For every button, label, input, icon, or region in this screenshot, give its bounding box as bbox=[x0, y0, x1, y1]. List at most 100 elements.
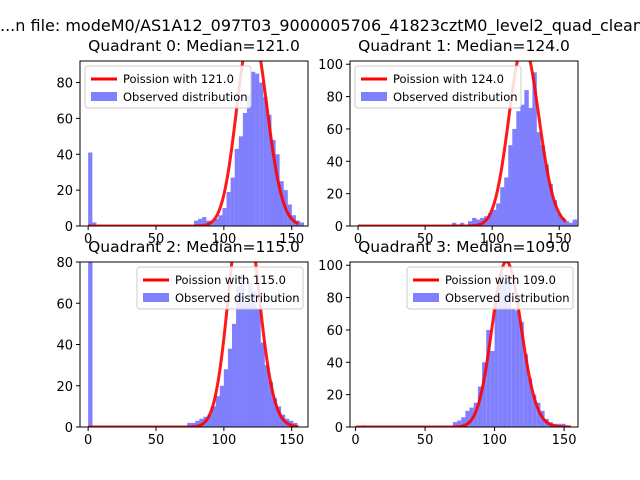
histogram-bar bbox=[199, 418, 204, 427]
histogram-bar bbox=[198, 218, 203, 226]
y-tick-label: 60 bbox=[326, 324, 343, 339]
histogram-bar bbox=[502, 281, 508, 427]
histogram-bar bbox=[211, 406, 216, 427]
y-tick-label: 40 bbox=[56, 148, 73, 163]
subplot-quadrant-1: 0 50 100 150 0 20 40 60 80 100 Quadrant 1: Median=… bbox=[318, 37, 579, 247]
histogram-bar bbox=[452, 422, 458, 427]
histogram-bar bbox=[477, 386, 483, 427]
legend-label-poisson: Poission with 109.0 bbox=[445, 273, 556, 287]
histogram-bar bbox=[568, 222, 574, 226]
histogram-bar bbox=[465, 410, 470, 427]
legend-patch-swatch bbox=[91, 92, 117, 101]
histogram-bar bbox=[532, 394, 537, 427]
legend-label-poisson: Poission with 115.0 bbox=[175, 273, 286, 287]
legend: Poission with 109.0 Observed distribution bbox=[406, 266, 574, 310]
y-tick-label: 40 bbox=[326, 155, 343, 170]
legend-box bbox=[354, 65, 522, 109]
x-tick-label: 0 bbox=[351, 433, 359, 448]
histogram-bar bbox=[92, 222, 97, 226]
histogram-bar bbox=[259, 82, 264, 226]
axes-frame bbox=[349, 60, 579, 227]
histogram-bar bbox=[236, 286, 241, 427]
y-tick-label: 80 bbox=[326, 292, 343, 307]
histogram-bar bbox=[264, 365, 269, 427]
x-tick-label: 150 bbox=[552, 433, 577, 448]
histogram-bar bbox=[202, 217, 207, 226]
legend-label-poisson: Poission with 124.0 bbox=[393, 72, 504, 86]
x-tick-label: 100 bbox=[211, 433, 236, 448]
histogram-bar bbox=[512, 128, 517, 226]
legend-label-observed: Observed distribution bbox=[123, 90, 248, 104]
histogram-bar bbox=[532, 72, 537, 226]
histogram-bar bbox=[451, 222, 457, 226]
x-tick-label: 0 bbox=[354, 232, 362, 247]
x-tick-label: 150 bbox=[547, 232, 572, 247]
histogram-bar bbox=[560, 217, 565, 226]
histogram-bar bbox=[572, 219, 578, 226]
histogram-bar bbox=[524, 90, 529, 226]
poisson-curve bbox=[355, 262, 572, 427]
histogram-bar bbox=[255, 73, 260, 226]
histogram-bar bbox=[191, 422, 196, 427]
legend-patch-swatch bbox=[143, 293, 169, 302]
legend: Poission with 121.0 Observed distribution bbox=[84, 65, 252, 109]
histogram-bar bbox=[187, 422, 192, 427]
histogram-bar bbox=[548, 183, 553, 226]
histogram-bar bbox=[223, 369, 229, 427]
legend-label-observed: Observed distribution bbox=[175, 291, 300, 305]
histogram-bar bbox=[486, 329, 491, 427]
histogram-bar bbox=[268, 381, 273, 427]
histogram-bars bbox=[451, 72, 578, 226]
y-tick-label: 80 bbox=[56, 77, 73, 92]
histogram-bar bbox=[195, 420, 200, 427]
legend-box bbox=[136, 266, 304, 310]
histogram-bar bbox=[240, 274, 245, 427]
histogram-bar bbox=[457, 420, 462, 427]
histogram-bar bbox=[527, 378, 533, 427]
histogram-bar bbox=[219, 385, 225, 427]
legend-patch-swatch bbox=[361, 92, 387, 101]
histogram-bar bbox=[227, 348, 233, 427]
histogram-bar bbox=[271, 139, 276, 226]
figure-title: ...n file: modeM0/AS1A12_097T03_90000057… bbox=[0, 16, 640, 35]
histogram-bar bbox=[492, 209, 497, 226]
histogram-bar bbox=[299, 222, 305, 226]
legend-box bbox=[406, 266, 574, 310]
subplot-title: Quadrant 0: Median=121.0 bbox=[88, 37, 300, 55]
histogram-bar bbox=[498, 273, 503, 427]
histogram-bar bbox=[536, 402, 541, 427]
histogram-bar bbox=[276, 406, 282, 427]
y-tick-label: 20 bbox=[326, 188, 343, 203]
histogram-bar bbox=[88, 262, 93, 427]
histogram-bar bbox=[207, 414, 212, 427]
histogram-bar bbox=[267, 114, 272, 226]
histogram-bar bbox=[459, 222, 465, 226]
histogram-bar bbox=[242, 113, 248, 226]
histogram-bar bbox=[468, 221, 473, 226]
y-tick-label: 80 bbox=[326, 91, 343, 106]
y-tick-label: 0 bbox=[65, 421, 73, 436]
subplot-title: Quadrant 1: Median=124.0 bbox=[358, 37, 570, 55]
subplot-quadrant-2: 0 50 100 150 0 20 40 60 80 Quadrant 2: Median=115… bbox=[56, 238, 309, 448]
y-tick-label: 20 bbox=[326, 389, 343, 404]
histogram-bar bbox=[556, 213, 561, 226]
legend-label-poisson: Poission with 121.0 bbox=[123, 72, 234, 86]
histogram-bar bbox=[544, 164, 549, 226]
x-tick-label: 100 bbox=[211, 232, 236, 247]
histogram-bar bbox=[461, 417, 466, 427]
y-tick-label: 0 bbox=[335, 220, 343, 235]
histogram-bar bbox=[490, 350, 495, 427]
y-tick-label: 20 bbox=[56, 380, 73, 395]
legend-label-observed: Observed distribution bbox=[445, 291, 570, 305]
histogram-bar bbox=[222, 208, 227, 226]
y-tick-label: 40 bbox=[56, 339, 73, 354]
histogram-bar bbox=[482, 362, 487, 427]
legend-box bbox=[84, 65, 252, 109]
y-tick-label: 0 bbox=[335, 421, 343, 436]
histogram-bar bbox=[252, 290, 257, 427]
x-tick-label: 0 bbox=[84, 232, 92, 247]
x-tick-label: 50 bbox=[417, 232, 434, 247]
y-tick-label: 80 bbox=[56, 256, 73, 271]
histogram-bar bbox=[244, 303, 249, 427]
histogram-bar bbox=[516, 111, 521, 226]
